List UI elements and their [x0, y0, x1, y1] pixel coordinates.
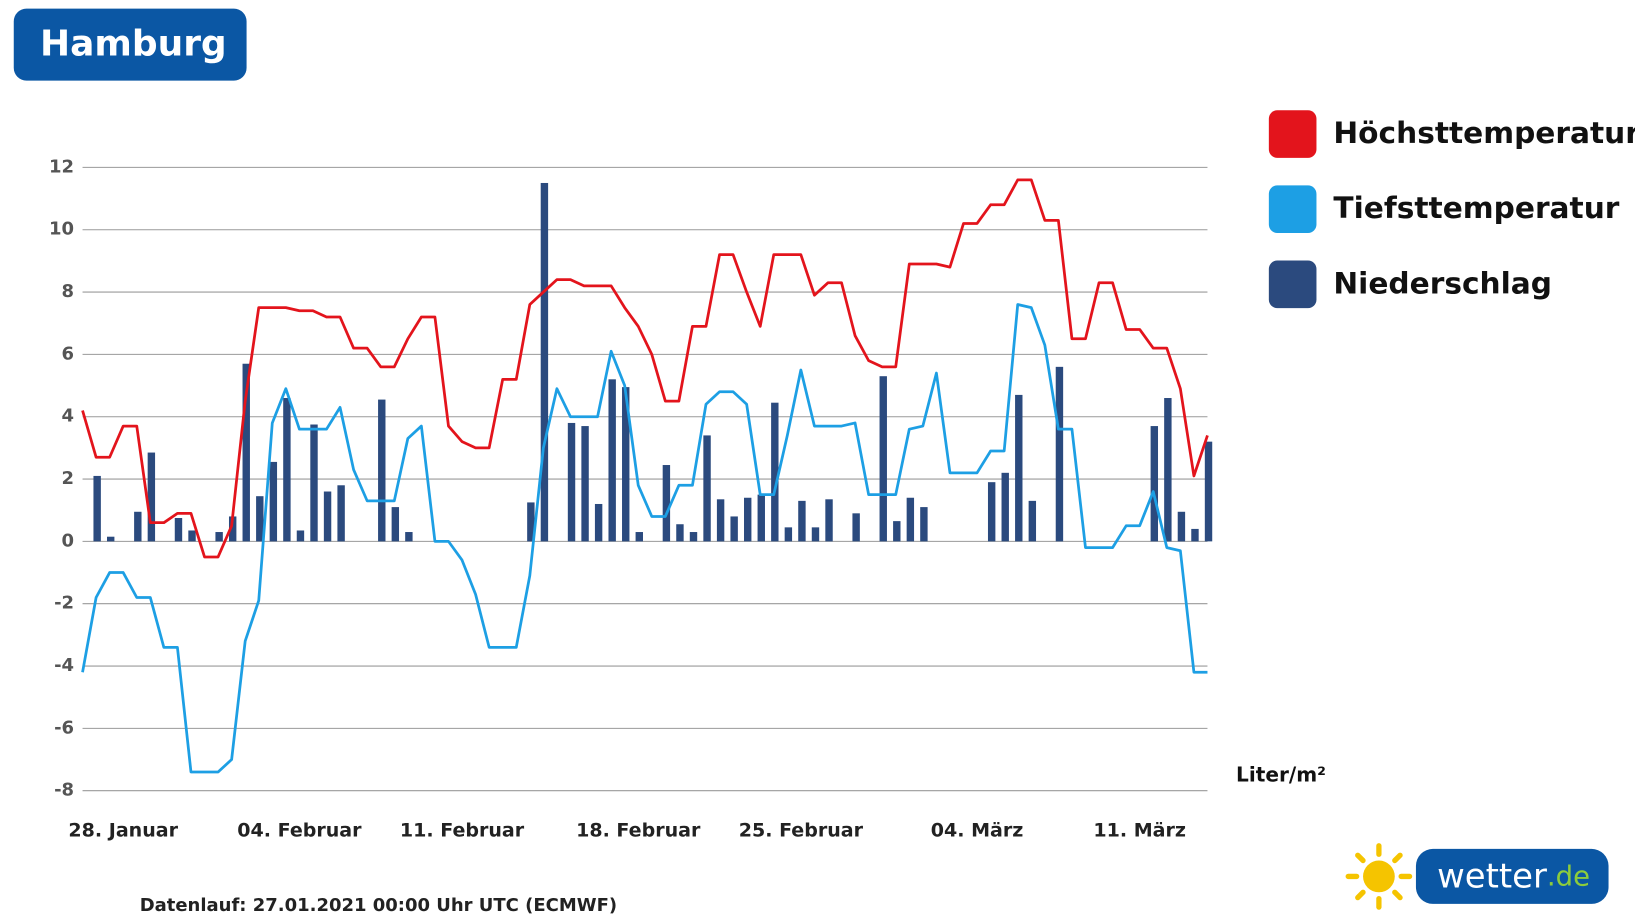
legend: Höchsttemperatur Tiefsttemperatur Niedersc…: [1268, 110, 1635, 309]
legend-label: Höchsttemperatur: [1333, 115, 1635, 150]
precipitation-bar: [256, 496, 264, 542]
precipitation-bar: [310, 424, 318, 542]
legend-label: Tiefsttemperatur: [1333, 190, 1619, 225]
y-tick-label: -2: [54, 593, 74, 614]
precipitation-bar: [622, 387, 630, 542]
precipitation-bar: [228, 516, 237, 542]
y-tick-label: 12: [49, 156, 74, 177]
y-tick-label: -6: [54, 717, 74, 738]
temperature-line: [81, 303, 1208, 774]
precipitation-bar: [757, 494, 765, 542]
y-tick-label: 10: [49, 219, 74, 240]
x-tick-label: 11. Februar: [400, 819, 525, 841]
precipitation-bar: [730, 516, 738, 542]
precipitation-bar: [1055, 366, 1064, 542]
x-tick-label: 28. Januar: [68, 819, 178, 841]
y-tick-label: 8: [62, 281, 75, 302]
sun-icon: [1345, 843, 1413, 910]
precipitation-bar: [676, 524, 684, 542]
title-badge: Hamburg: [13, 8, 247, 81]
precipitation-bar: [744, 497, 752, 542]
legend-swatch: [1268, 110, 1317, 158]
precipitation-bar: [283, 398, 291, 542]
precipitation-bar: [811, 527, 820, 542]
precipitation-bar: [581, 426, 589, 542]
precipitation-bar: [391, 507, 400, 542]
precipitation-bar: [1204, 441, 1213, 542]
precipitation-bar: [1015, 394, 1023, 542]
precipitation-bar: [893, 521, 901, 542]
precipitation-bar: [608, 379, 616, 542]
precipitation-bar: [703, 435, 711, 542]
precipitation-bar: [134, 511, 142, 542]
precipitation-bar: [879, 376, 887, 542]
legend-label: Niederschlag: [1333, 265, 1552, 300]
precipitation-bar: [594, 503, 603, 542]
precipitation-bar: [405, 532, 413, 542]
precipitation-bar: [1028, 500, 1037, 542]
precipitation-bar: [1191, 528, 1199, 542]
precipitation-bar: [567, 422, 576, 542]
precipitation-bar: [296, 530, 305, 542]
temperature-line: [81, 178, 1209, 559]
precipitation-bar: [269, 461, 278, 542]
precipitation-bar: [107, 536, 115, 542]
y-tick-label: 2: [62, 468, 75, 489]
precipitation-bar: [689, 532, 698, 542]
precipitation-bar: [242, 363, 250, 542]
chart-title: Hamburg: [40, 24, 227, 65]
precipitation-bar: [716, 499, 725, 542]
precipitation-bar: [337, 485, 345, 542]
unit-label: Liter/m²: [1236, 762, 1326, 786]
plot: [81, 178, 1213, 774]
logo-text: wetter.de: [1437, 856, 1590, 895]
precipitation-bar: [798, 500, 806, 542]
precipitation-bar: [215, 532, 223, 542]
y-tick-label: -4: [54, 655, 74, 676]
y-tick-label: -8: [54, 780, 74, 801]
precipitation-bar: [93, 475, 101, 542]
title-background: [13, 8, 247, 81]
y-tick-label: 4: [62, 406, 75, 427]
logo-tld: .de: [1547, 860, 1590, 892]
precipitation-bar: [920, 507, 928, 542]
precipitation-bar: [906, 497, 915, 542]
precipitation-bar: [378, 399, 386, 542]
precipitation-bar: [1150, 426, 1159, 542]
logo-name: wetter: [1437, 856, 1547, 895]
precipitation-bar: [1164, 398, 1172, 542]
precipitation-bar: [188, 530, 196, 542]
legend-swatch: [1268, 260, 1317, 309]
precipitation-bar: [1001, 472, 1009, 542]
precipitation-bar: [825, 499, 833, 542]
precipitation-bar: [147, 452, 156, 542]
legend-swatch: [1268, 185, 1317, 234]
precipitation-bar: [527, 502, 535, 542]
y-tick-label: 6: [62, 343, 75, 364]
logo: wetter.de: [1345, 843, 1609, 910]
precipitation-bar: [662, 465, 671, 542]
precipitation-bar: [323, 491, 332, 542]
logo-background: [1415, 848, 1609, 904]
precipitation-bar: [771, 402, 779, 542]
precipitation-bar: [852, 513, 860, 542]
x-tick-label: 11. März: [1093, 819, 1186, 841]
x-tick-label: 25. Februar: [739, 819, 864, 841]
x-tick-label: 04. Februar: [237, 819, 362, 841]
precipitation-bar: [784, 527, 793, 542]
x-tick-label: 18. Februar: [576, 819, 701, 841]
precipitation-bar: [635, 532, 643, 542]
y-tick-label: 0: [62, 530, 75, 551]
footnote: Datenlauf: 27.01.2021 00:00 Uhr UTC (ECM…: [140, 895, 617, 916]
grid: [82, 166, 1208, 792]
x-tick-label: 04. März: [931, 819, 1024, 841]
precipitation-bar: [987, 482, 996, 542]
precipitation-bar: [1177, 511, 1186, 542]
precipitation-bar: [540, 182, 549, 542]
precipitation-bar: [174, 518, 183, 542]
